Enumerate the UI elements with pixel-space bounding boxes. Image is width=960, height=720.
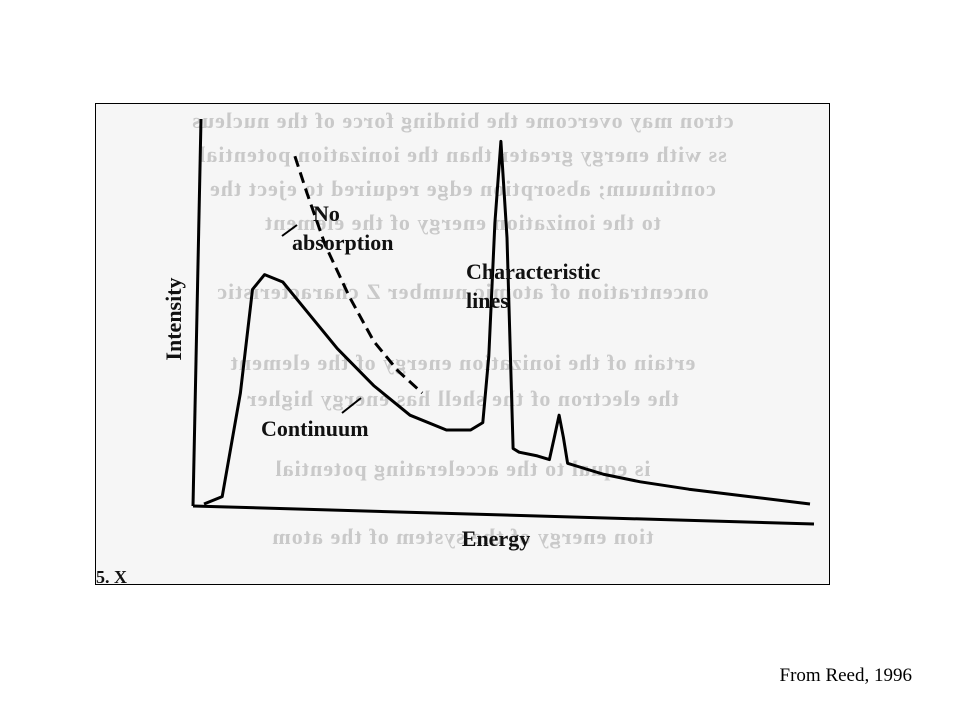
series-layer <box>203 139 811 506</box>
figure-frame: ctron may overcome the binding force of … <box>95 103 830 585</box>
x-axis-label: Energy <box>462 526 530 551</box>
leader-line <box>341 397 362 414</box>
annotation-continuum-label: Continuum <box>261 416 369 441</box>
annotation-continuum: Continuum <box>261 397 369 441</box>
x-axis <box>192 504 815 526</box>
series-no-absorption <box>293 155 424 395</box>
annotation-characteristic-lines: Characteristic lines <box>466 259 601 313</box>
annotation-no-absorption-line1: No <box>313 201 340 226</box>
leader-line <box>281 224 298 237</box>
annotation-characteristic-line1: Characteristic <box>466 259 601 284</box>
annotation-characteristic-line2: lines <box>466 288 509 313</box>
credit-text: From Reed, 1996 <box>779 665 912 686</box>
y-axis-label: Intensity <box>161 277 186 360</box>
series-continuum <box>203 139 811 506</box>
annotation-no-absorption-line2: absorption <box>292 230 393 255</box>
figure-caption-fragment: 5. X <box>96 567 127 584</box>
spectrum-chart: Intensity Energy No absorption Character… <box>96 118 815 584</box>
annotation-no-absorption: No absorption <box>281 201 393 255</box>
y-axis <box>191 118 203 507</box>
